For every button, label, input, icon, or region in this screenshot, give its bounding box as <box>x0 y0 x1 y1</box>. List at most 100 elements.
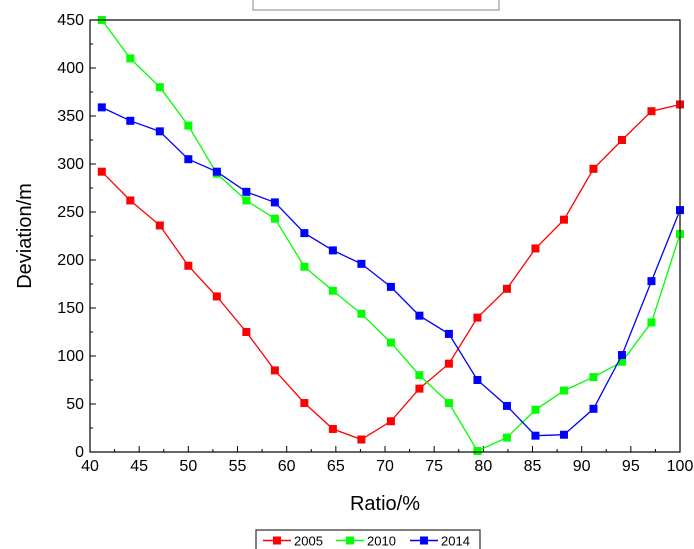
x-tick-label: 45 <box>130 458 148 475</box>
data-point-2005 <box>559 215 568 224</box>
axis-ticks: 40 45 50 55 60 65 70 75 80 85 90 95 100 0 50 100 150 200 2… <box>57 12 693 475</box>
data-point-2005 <box>212 292 221 301</box>
y-tick-label: 450 <box>57 12 84 29</box>
data-point-2014 <box>242 187 251 196</box>
data-point-2010 <box>242 196 251 205</box>
data-point-2005 <box>647 107 656 116</box>
data-point-2014 <box>589 404 598 413</box>
legend-label-2005: 2005 <box>294 534 323 549</box>
y-tick-label: 100 <box>57 348 84 365</box>
data-point-2010 <box>647 318 656 327</box>
data-point-2005 <box>126 196 135 205</box>
data-point-2010 <box>531 405 540 414</box>
data-point-2014 <box>328 246 337 255</box>
data-point-2005 <box>531 244 540 253</box>
series-2014 <box>97 103 684 440</box>
x-tick-label: 50 <box>179 458 197 475</box>
data-point-2014 <box>357 259 366 268</box>
data-point-2014 <box>155 127 164 136</box>
series-2010 <box>97 16 684 456</box>
data-point-2005 <box>300 399 309 408</box>
data-point-2010 <box>300 262 309 271</box>
x-tick-label: 95 <box>622 458 640 475</box>
series-group <box>97 16 684 456</box>
data-point-2010 <box>386 338 395 347</box>
data-point-2014 <box>386 282 395 291</box>
series-line-2010 <box>101 19 681 452</box>
x-tick-label: 100 <box>667 458 694 475</box>
legend-label-2014: 2014 <box>441 534 470 549</box>
data-point-2010 <box>357 309 366 318</box>
plot-frame <box>89 19 681 453</box>
data-point-2014 <box>617 351 626 360</box>
data-point-2005 <box>386 417 395 426</box>
y-axis-title: Deviation/m <box>14 183 36 289</box>
x-tick-label: 80 <box>474 458 492 475</box>
data-point-2005 <box>502 284 511 293</box>
data-point-2014 <box>184 155 193 164</box>
data-point-2010 <box>589 373 598 382</box>
data-point-2005 <box>270 366 279 375</box>
x-axis-title: Ratio/% <box>350 493 420 515</box>
data-point-2005 <box>155 221 164 230</box>
x-tick-label: 60 <box>278 458 296 475</box>
data-point-2014 <box>444 329 453 338</box>
data-point-2010 <box>559 386 568 395</box>
data-point-2010 <box>155 83 164 92</box>
data-point-2005 <box>589 164 598 173</box>
y-tick-label: 300 <box>57 156 84 173</box>
legend: 2005 2010 2014 <box>255 529 481 549</box>
series-2005 <box>97 100 684 444</box>
x-tick-label: 70 <box>376 458 394 475</box>
legend-label-2010: 2010 <box>367 534 396 549</box>
data-point-2010 <box>444 399 453 408</box>
data-point-2014 <box>531 431 540 440</box>
y-tick-label: 350 <box>57 108 84 125</box>
data-point-2010 <box>184 121 193 130</box>
data-point-2014 <box>473 376 482 384</box>
x-tick-label: 75 <box>425 458 443 475</box>
data-point-2014 <box>270 198 279 207</box>
y-tick-label: 250 <box>57 204 84 221</box>
data-point-2014 <box>559 430 568 439</box>
data-point-2010 <box>328 286 337 295</box>
data-point-2014 <box>647 277 656 286</box>
data-point-2005 <box>97 167 106 176</box>
data-point-2010 <box>270 214 279 223</box>
data-point-2014 <box>97 103 106 112</box>
data-point-2014 <box>126 116 135 125</box>
data-point-2005 <box>184 261 193 270</box>
y-tick-label: 200 <box>57 252 84 269</box>
data-point-2005 <box>444 359 453 368</box>
data-point-2010 <box>415 371 424 380</box>
x-tick-label: 85 <box>524 458 542 475</box>
top-box <box>252 0 500 11</box>
data-point-2005 <box>357 435 366 444</box>
legend-marker-2005 <box>273 536 281 545</box>
data-point-2014 <box>415 311 424 320</box>
series-line-2005 <box>101 103 681 441</box>
legend-marker-2014 <box>420 536 428 545</box>
data-point-2014 <box>502 401 511 410</box>
data-point-2010 <box>473 447 482 456</box>
x-tick-label: 65 <box>327 458 345 475</box>
y-tick-label: 50 <box>66 396 84 413</box>
y-tick-label: 150 <box>57 300 84 317</box>
data-point-2005 <box>242 328 251 336</box>
x-tick-label: 55 <box>229 458 247 475</box>
data-point-2005 <box>328 424 337 433</box>
data-point-2010 <box>502 433 511 442</box>
data-point-2010 <box>126 54 135 63</box>
legend-marker-2010 <box>346 536 354 545</box>
data-point-2014 <box>212 167 221 176</box>
x-tick-label: 90 <box>573 458 591 475</box>
data-point-2010 <box>617 357 626 366</box>
x-tick-label: 40 <box>81 458 99 475</box>
y-tick-label: 400 <box>57 60 84 77</box>
data-point-2014 <box>300 229 309 238</box>
data-point-2005 <box>473 313 482 322</box>
data-point-2005 <box>617 136 626 144</box>
y-tick-label: 0 <box>75 444 84 461</box>
data-point-2005 <box>415 384 424 393</box>
